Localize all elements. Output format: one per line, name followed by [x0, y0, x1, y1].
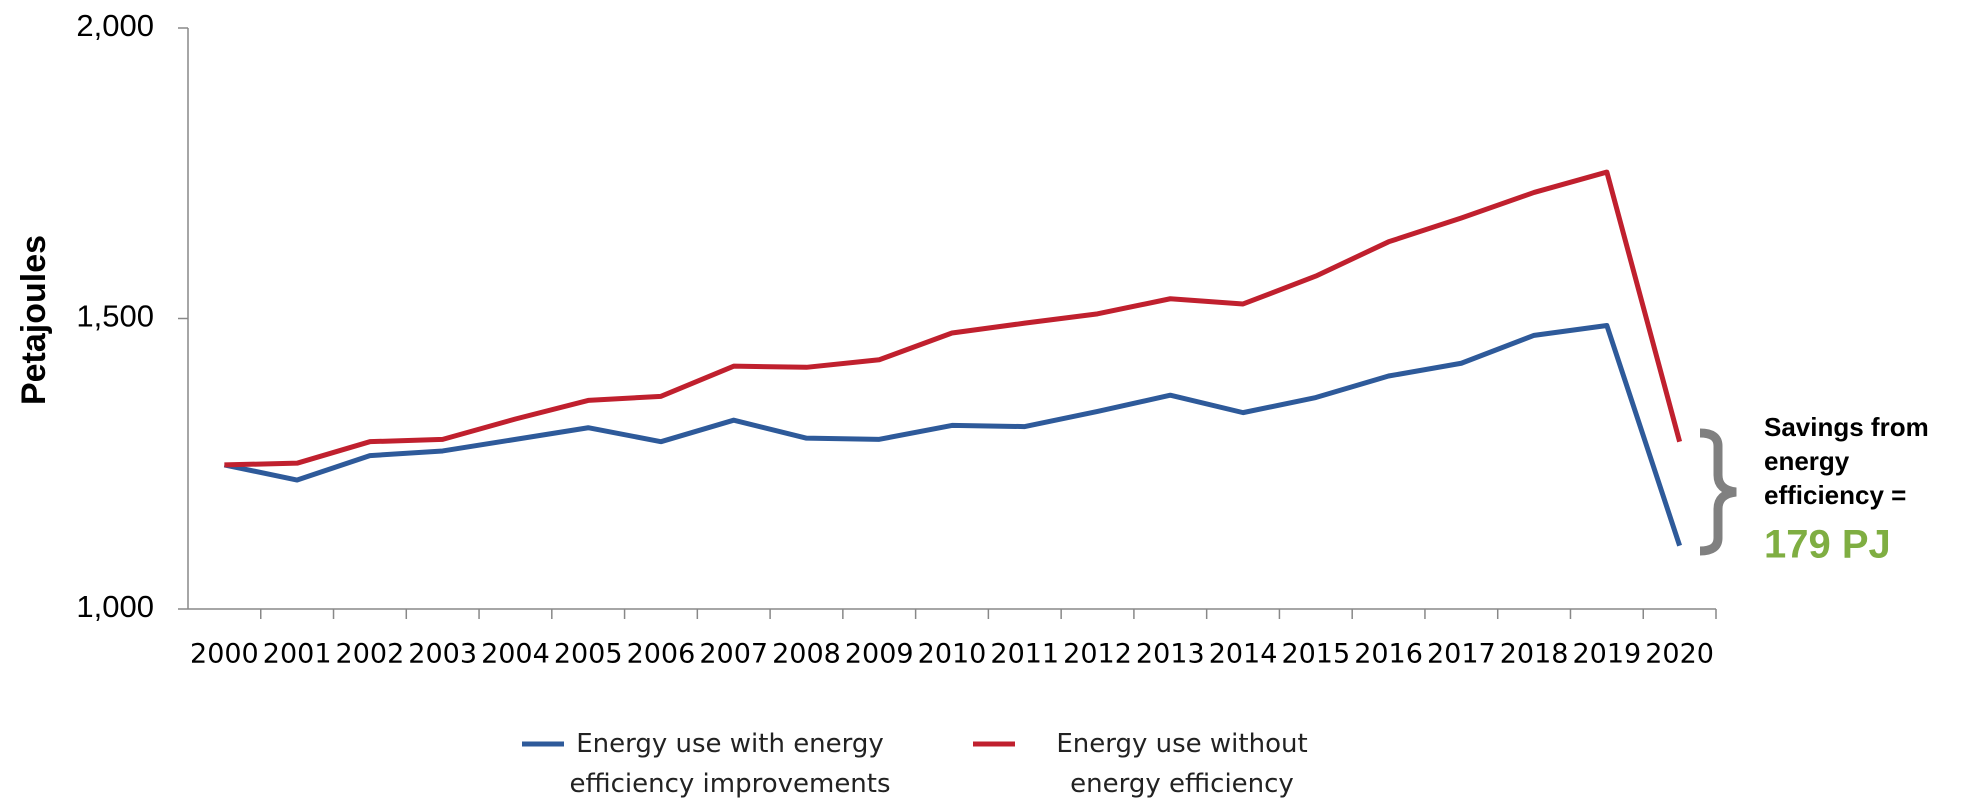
legend-label: Energy use without energy efficiency imp…: [1056, 729, 1308, 811]
series-line: [223, 322, 1682, 547]
annotation-value: 179 PJ: [1764, 523, 1891, 567]
x-tick-label: 2002: [336, 639, 405, 670]
x-tick-label: 2006: [627, 639, 696, 670]
x-tick-label: 2003: [408, 639, 477, 670]
annotation-text: energy: [1764, 446, 1850, 476]
x-tick-label: 2015: [1281, 639, 1350, 670]
y-tick-label: 2,000: [76, 8, 154, 43]
x-tick-label: 2009: [845, 639, 914, 670]
y-tick-label: 1,000: [76, 589, 154, 624]
x-tick-label: 2018: [1500, 639, 1569, 670]
x-tick-label: 2020: [1645, 639, 1714, 670]
x-tick-label: 2000: [190, 639, 259, 670]
y-axis-label: Petajoules: [15, 235, 53, 405]
x-tick-label: 2012: [1063, 639, 1132, 670]
x-tick-label: 2008: [772, 639, 841, 670]
x-tick-label: 2007: [699, 639, 768, 670]
x-tick-label: 2004: [481, 639, 550, 670]
brace: [1699, 428, 1737, 556]
x-tick-label: 2019: [1572, 639, 1641, 670]
x-tick-label: 2017: [1427, 639, 1496, 670]
x-tick-label: 2014: [1209, 639, 1278, 670]
x-tick-label: 2005: [554, 639, 623, 670]
legend-label: Energy use with energy efficiency improv…: [569, 729, 891, 799]
x-tick-label: 2011: [990, 639, 1059, 670]
x-tick-label: 2001: [263, 639, 332, 670]
annotation-text: efficiency =: [1764, 480, 1906, 510]
y-tick-label: 1,500: [76, 299, 154, 334]
x-tick-label: 2016: [1354, 639, 1423, 670]
x-tick-label: 2010: [918, 639, 987, 670]
annotation-text: Savings from: [1764, 412, 1929, 442]
x-tick-label: 2013: [1136, 639, 1205, 670]
series-line: [224, 169, 1683, 468]
